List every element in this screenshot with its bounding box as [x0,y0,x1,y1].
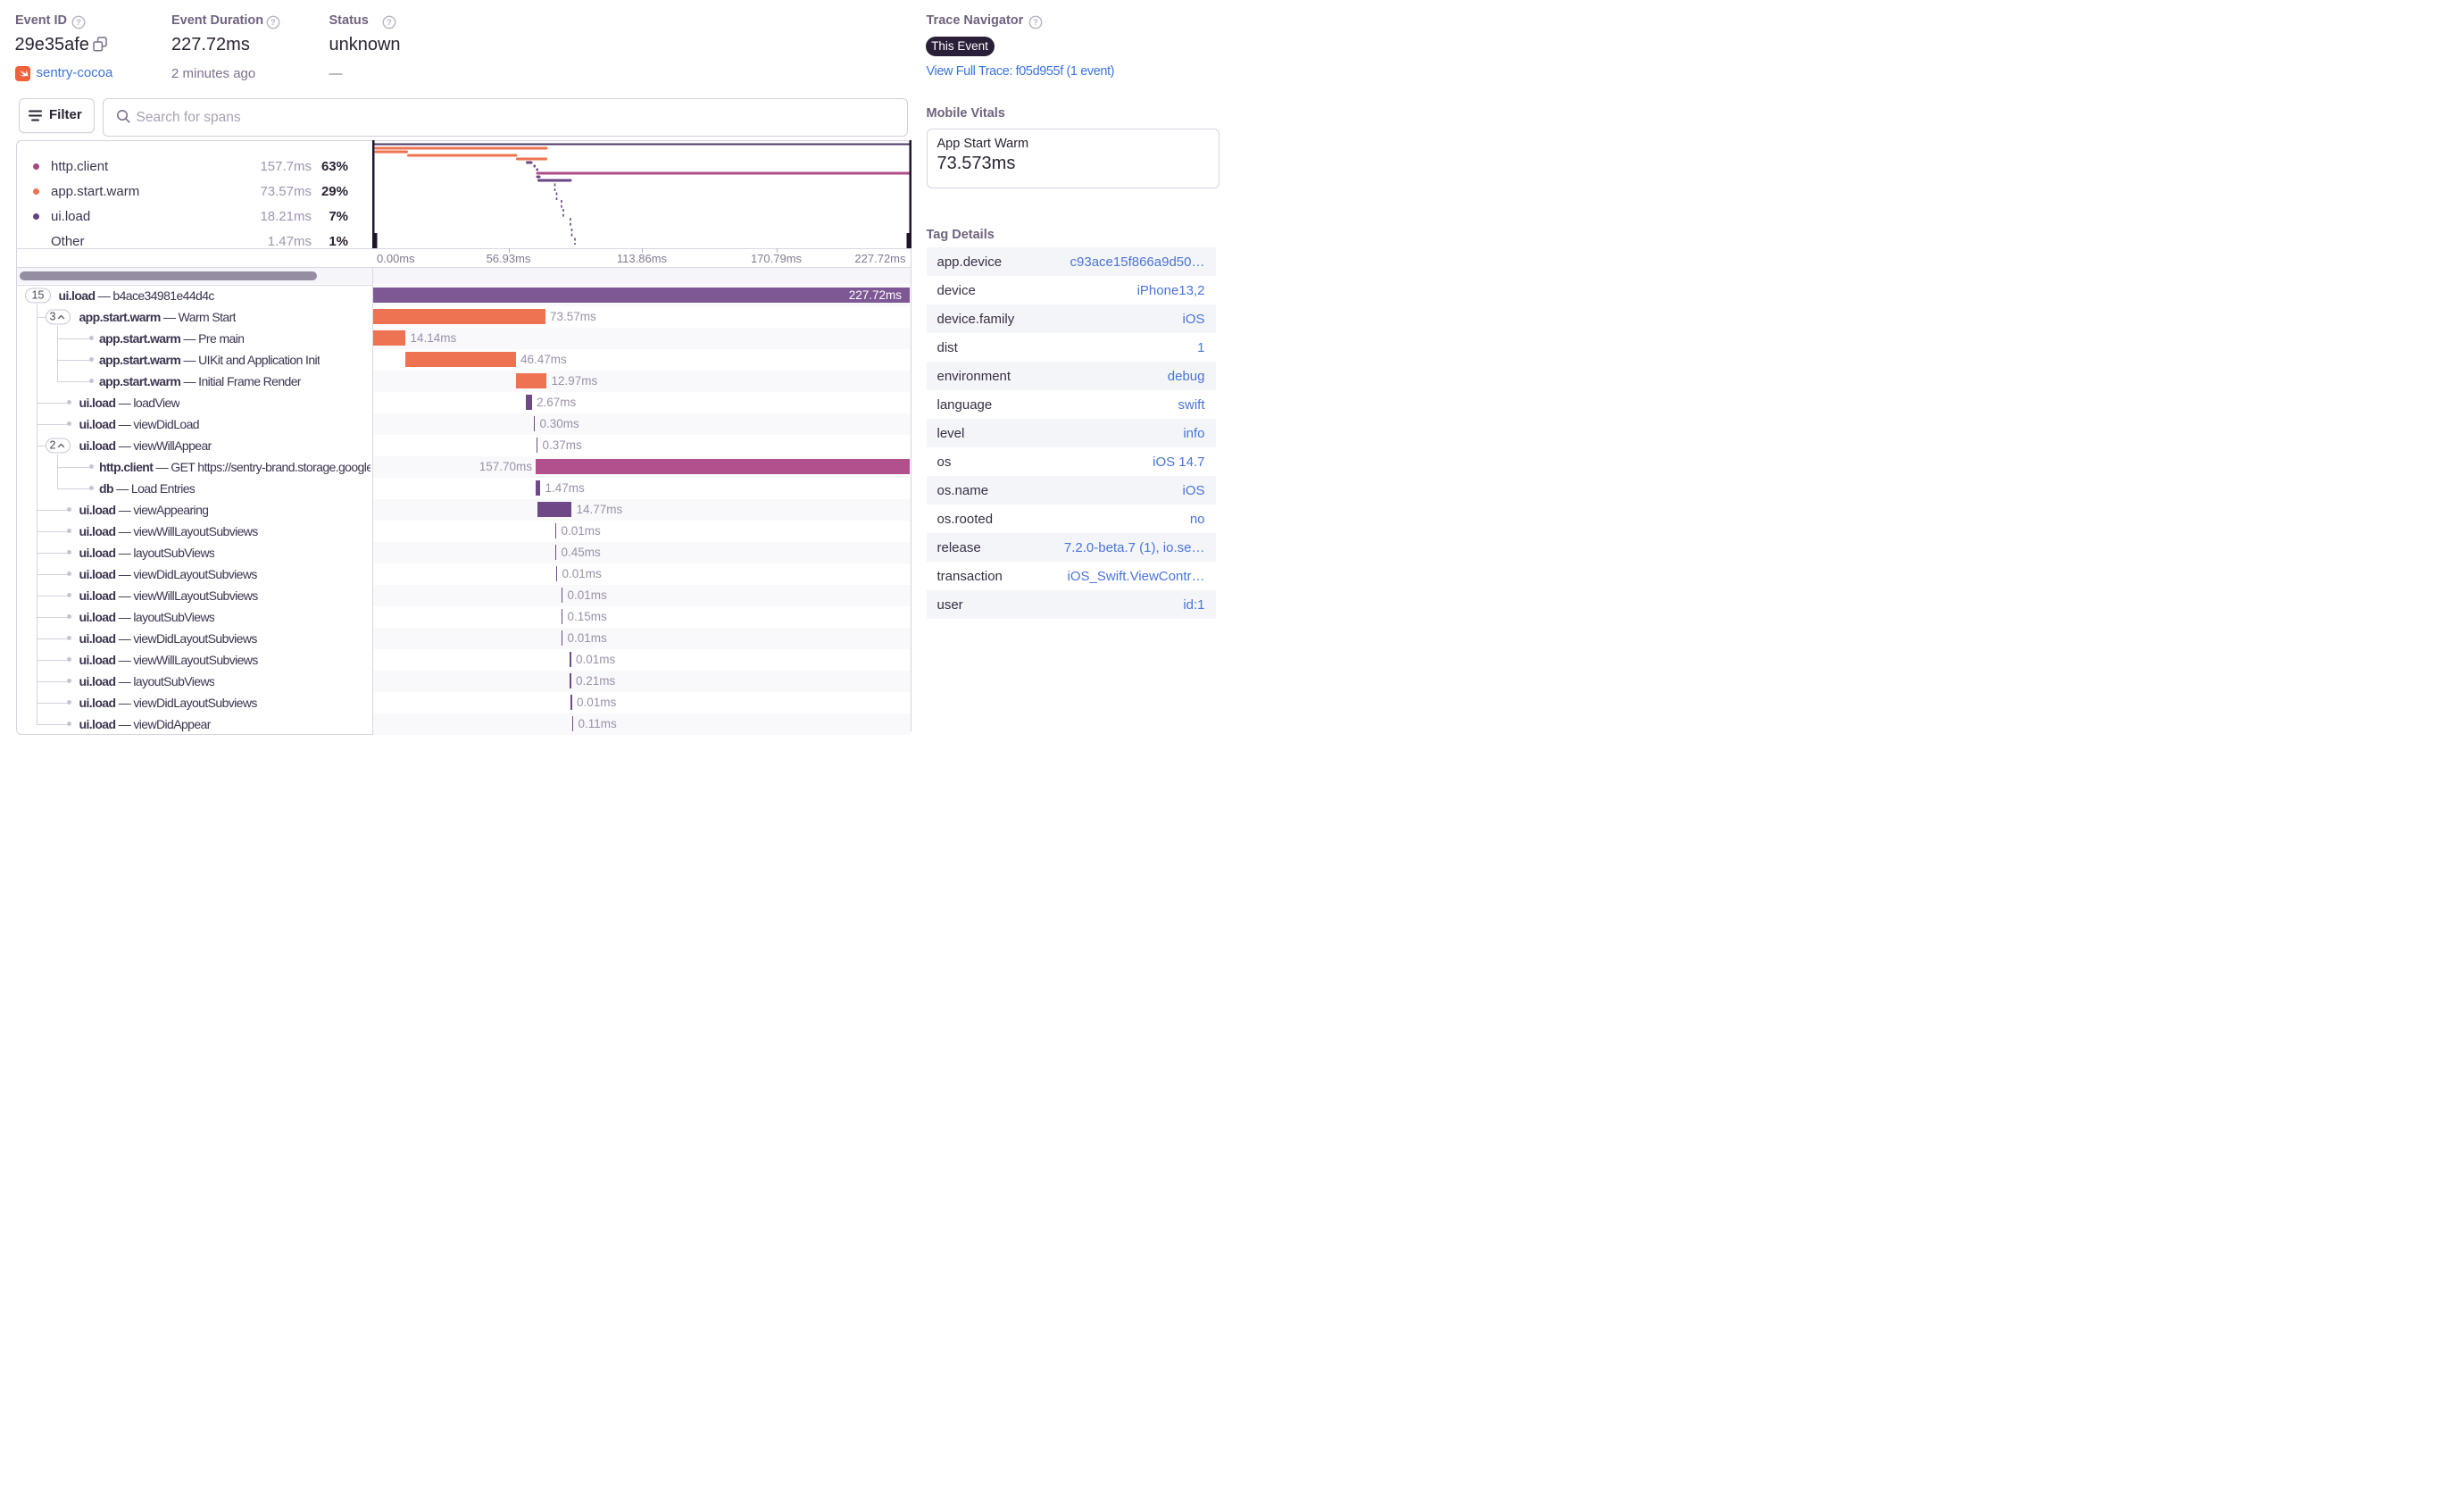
svg-text:?: ? [1033,18,1038,27]
svg-text:?: ? [271,18,276,27]
svg-text:?: ? [76,18,81,27]
svg-text:?: ? [387,18,392,27]
